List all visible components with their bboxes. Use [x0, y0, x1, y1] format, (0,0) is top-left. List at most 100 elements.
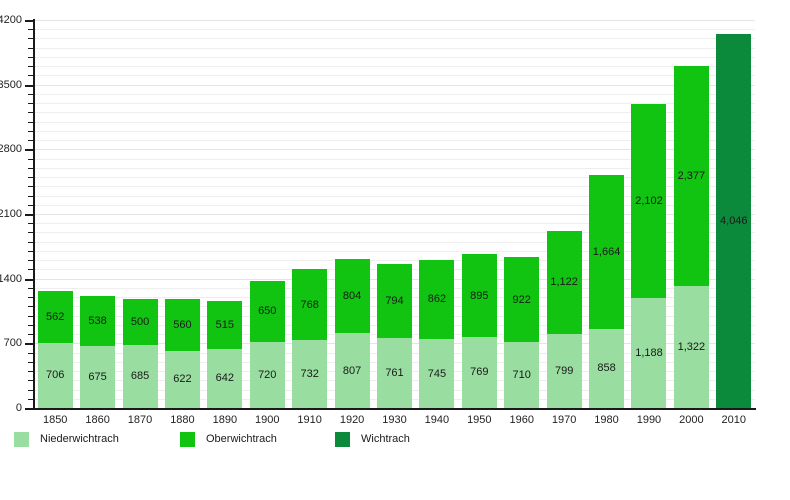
bar-segment[interactable] [334, 333, 370, 408]
y-axis-minor-tick [28, 195, 34, 197]
gridline [34, 260, 755, 262]
gridline [34, 214, 755, 215]
x-axis-tick-label: 1940 [424, 414, 450, 426]
bar-segment[interactable] [504, 342, 540, 408]
bar-segment[interactable] [37, 290, 73, 343]
y-axis-minor-tick [28, 47, 34, 49]
bar-segment[interactable] [419, 339, 455, 408]
y-axis-major-tick [25, 408, 34, 410]
gridline [34, 93, 755, 95]
bar-segment[interactable] [207, 301, 243, 349]
y-axis-tick-label: 2800 [0, 143, 22, 156]
bar-segment[interactable] [37, 342, 73, 408]
x-axis-tick-label: 2000 [679, 414, 704, 426]
bar-segment[interactable] [292, 269, 328, 341]
bar-segment[interactable] [631, 104, 667, 299]
y-axis-minor-tick [28, 223, 34, 225]
gridline [34, 29, 755, 31]
gridline [34, 204, 755, 206]
x-axis-tick-label: 1930 [382, 414, 407, 426]
y-axis-line [33, 19, 35, 409]
bar-segment[interactable] [292, 340, 328, 408]
bar-segment[interactable] [122, 298, 158, 345]
legend-item[interactable]: Niederwichtrach [14, 430, 119, 448]
bar-group[interactable]: 769 895 [461, 20, 497, 408]
x-axis-tick-label: 1850 [42, 414, 68, 426]
y-axis-minor-tick [28, 66, 34, 68]
bar-group[interactable]: 761 794 [377, 20, 412, 408]
bar-segment[interactable] [631, 298, 667, 408]
y-axis-major-tick [25, 214, 34, 216]
bar-segment[interactable] [334, 259, 370, 334]
y-axis-minor-tick [28, 315, 34, 317]
gridline [34, 223, 755, 225]
gridline [34, 66, 755, 68]
gridline [34, 130, 755, 132]
y-axis-tick-label: 700 [3, 337, 22, 350]
gridline [34, 38, 755, 40]
bar-group[interactable]: 706 562 [37, 20, 73, 408]
bar-segment[interactable] [716, 34, 752, 408]
bar-segment[interactable] [504, 257, 540, 343]
bar-group[interactable]: 858 1,664 [589, 20, 625, 408]
bar-segment[interactable] [673, 66, 709, 286]
y-axis-minor-tick [28, 130, 34, 132]
bar-group[interactable]: 799 1,122 [546, 20, 582, 408]
bar-group[interactable]: 807 804 [334, 20, 370, 408]
bar-group[interactable]: 745 862 [419, 20, 455, 408]
bar-segment[interactable] [377, 264, 412, 338]
y-axis-minor-tick [28, 380, 34, 382]
bar-segment[interactable] [80, 295, 116, 346]
x-axis-tick-label: 1970 [551, 414, 577, 426]
bar-group[interactable]: 720 650 [249, 20, 285, 408]
bar-segment[interactable] [377, 337, 412, 408]
bar-group[interactable]: 732 768 [292, 20, 328, 408]
bar-segment[interactable] [164, 350, 200, 408]
gridline [34, 186, 755, 188]
y-axis-minor-tick [28, 269, 34, 271]
gridline [34, 195, 755, 197]
bar-group[interactable]: 1,322 2,377 [673, 20, 709, 408]
y-axis-major-tick [25, 20, 34, 22]
y-axis-tick-label: 0 [15, 402, 22, 414]
y-axis-major-tick [25, 343, 34, 346]
gridline [34, 158, 755, 160]
bar-segment[interactable] [673, 285, 709, 408]
bar-group[interactable]: 642 515 [207, 20, 243, 408]
x-axis-tick-label: 1950 [467, 414, 492, 426]
bar-group[interactable]: 685 500 [122, 20, 158, 408]
gridline [34, 20, 755, 21]
bar-group[interactable]: 4,046 [716, 20, 752, 408]
y-axis-tick-label: 1400 [0, 272, 22, 285]
y-axis-minor-tick [28, 232, 34, 234]
y-axis-minor-tick [28, 371, 34, 373]
gridline [34, 121, 755, 123]
bar-segment[interactable] [461, 254, 497, 337]
bar-group[interactable]: 622 560 [164, 20, 200, 408]
x-axis-tick-label: 1910 [297, 414, 322, 426]
bar-segment[interactable] [419, 259, 455, 340]
bar-segment[interactable] [207, 348, 243, 408]
y-axis-minor-tick [28, 56, 34, 58]
legend-label: Wichtrach [361, 433, 410, 445]
bar-group[interactable]: 675 538 [80, 20, 116, 408]
bar-segment[interactable] [164, 298, 200, 351]
gridline [34, 177, 755, 179]
bar-segment[interactable] [546, 230, 582, 335]
legend-label: Oberwichtrach [206, 433, 277, 445]
bar-segment[interactable] [249, 281, 285, 342]
bar-segment[interactable] [589, 175, 625, 329]
gridline [34, 47, 755, 49]
bar-segment[interactable] [546, 334, 582, 408]
bar-segment[interactable] [122, 344, 158, 408]
bar-segment[interactable] [461, 336, 497, 408]
legend-item[interactable]: Oberwichtrach [180, 430, 277, 448]
bar-segment[interactable] [80, 345, 116, 408]
bar-group[interactable]: 710 922 [504, 20, 540, 408]
x-axis-tick-label: 1870 [127, 414, 153, 426]
bar-segment[interactable] [249, 341, 285, 408]
legend-item[interactable]: Wichtrach [335, 430, 410, 448]
bar-segment[interactable] [589, 328, 625, 408]
bar-group[interactable]: 1,188 2,102 [631, 20, 667, 408]
y-axis-minor-tick [28, 112, 34, 114]
